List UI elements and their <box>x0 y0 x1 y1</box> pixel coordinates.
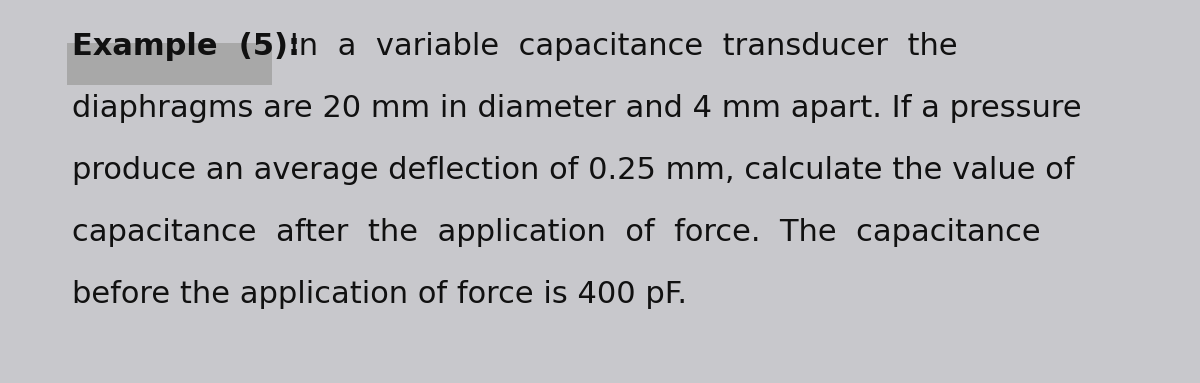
Text: before the application of force is 400 pF.: before the application of force is 400 p… <box>72 280 686 309</box>
Text: produce an average deflection of 0.25 mm, calculate the value of: produce an average deflection of 0.25 mm… <box>72 156 1074 185</box>
Text: capacitance  after  the  application  of  force.  The  capacitance: capacitance after the application of for… <box>72 218 1040 247</box>
FancyBboxPatch shape <box>67 43 272 85</box>
Text: In  a  variable  capacitance  transducer  the: In a variable capacitance transducer the <box>280 32 958 61</box>
Text: diaphragms are 20 mm in diameter and 4 mm apart. If a pressure: diaphragms are 20 mm in diameter and 4 m… <box>72 94 1081 123</box>
Text: Example  (5):: Example (5): <box>72 32 300 61</box>
